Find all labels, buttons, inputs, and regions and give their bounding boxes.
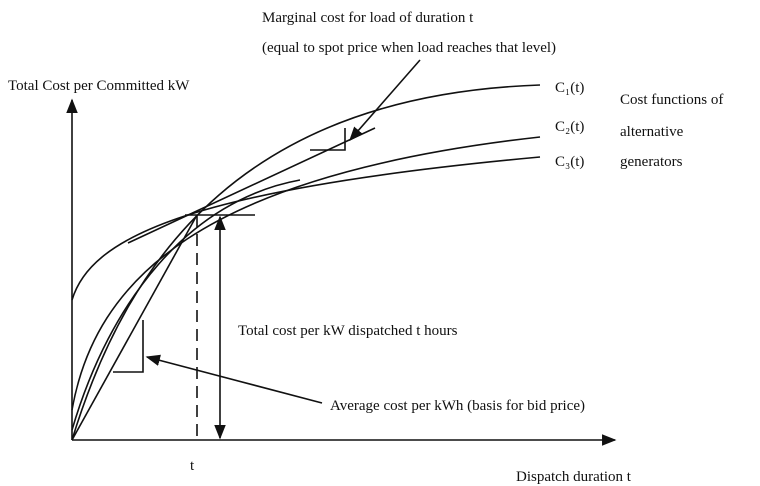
curve-label: C₃(t): [555, 154, 584, 170]
slope-triangle: [113, 320, 144, 373]
y-axis-label: Total Cost per Committed kW: [8, 78, 190, 94]
x-axis-label: Dispatch duration t: [516, 469, 632, 485]
legend-text: alternative: [620, 124, 684, 140]
annotation: (equal to spot price when load reaches t…: [262, 40, 556, 56]
curve-c1: [71, 84, 541, 441]
annotation: Marginal cost for load of duration t: [262, 10, 474, 26]
curve-extra: [71, 179, 301, 431]
curve-label: C₂(t): [555, 119, 584, 135]
t-label: t: [190, 458, 195, 474]
curve-c2: [71, 136, 541, 411]
legend-text: generators: [620, 154, 683, 170]
slope-triangle: [310, 128, 346, 151]
annotation: Average cost per kWh (basis for bid pric…: [330, 398, 585, 414]
curve-c3: [71, 156, 541, 301]
annotation: Total cost per kW dispatched t hours: [238, 323, 458, 339]
tangent-line: [127, 127, 376, 244]
pointer-arrow: [145, 354, 323, 404]
curve-label: C₁(t): [555, 80, 584, 96]
pointer-arrow: [349, 59, 421, 142]
legend-text: Cost functions of: [620, 92, 723, 108]
chord-line: [71, 214, 198, 441]
